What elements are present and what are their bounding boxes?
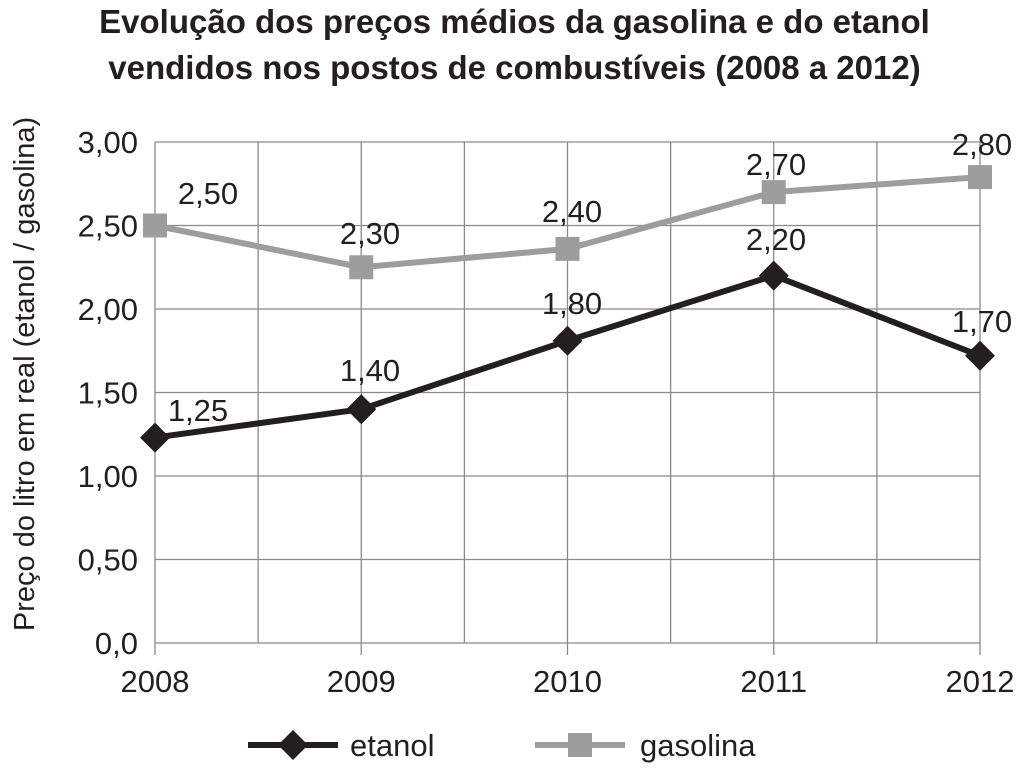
data-label-etanol: 1,70 <box>952 304 1012 339</box>
y-axis-label: Preço do litro em real (etanol / gasolin… <box>9 117 41 631</box>
data-label-gasolina: 2,50 <box>178 176 238 211</box>
data-label-gasolina: 2,40 <box>542 194 602 229</box>
legend-item-etanol: etanol <box>248 728 434 763</box>
x-tick-label: 2008 <box>121 664 190 699</box>
series-gasolina <box>143 165 992 280</box>
y-tick-label: 1,00 <box>78 459 138 494</box>
legend-item-gasolina: gasolina <box>535 728 756 763</box>
data-label-etanol: 1,25 <box>168 393 228 428</box>
y-tick-labels: 0,0 0,50 1,00 1,50 2,00 2,50 3,00 <box>78 125 138 661</box>
axes <box>154 643 981 655</box>
y-tick-label: 2,50 <box>78 209 138 244</box>
series-etanol <box>140 260 995 453</box>
legend-label: gasolina <box>640 728 756 763</box>
data-point-etanol <box>140 422 170 453</box>
y-tick-label: 0,50 <box>78 543 138 578</box>
data-point-etanol <box>965 340 995 371</box>
y-tick-label: 1,50 <box>78 376 138 411</box>
data-point-etanol <box>758 260 789 291</box>
x-tick-labels: 2008 2009 2010 2011 2012 <box>121 664 1015 699</box>
data-label-etanol: 1,80 <box>542 286 602 321</box>
legend: etanol gasolina <box>248 728 756 763</box>
data-point-etanol <box>346 394 377 425</box>
x-tick-label: 2012 <box>946 664 1015 699</box>
y-tick-label: 3,00 <box>78 125 138 160</box>
legend-label: etanol <box>350 728 434 763</box>
x-tick-label: 2011 <box>740 664 807 699</box>
data-label-gasolina: 2,30 <box>340 216 400 251</box>
grid <box>154 141 981 644</box>
y-tick-label: 2,00 <box>78 292 138 327</box>
data-point-gasolina <box>555 236 580 261</box>
data-point-gasolina <box>143 213 167 238</box>
series-group: 1,25 1,40 1,80 2,20 1,70 2,50 2,30 2,40 2,70 2,80 <box>140 127 1012 453</box>
y-tick-label: 0,0 <box>95 626 138 661</box>
data-point-gasolina <box>968 165 992 190</box>
legend-marker <box>568 733 592 757</box>
data-point-etanol <box>552 325 583 356</box>
data-point-gasolina <box>349 255 374 280</box>
data-point-gasolina <box>761 180 786 205</box>
data-label-gasolina: 2,70 <box>746 147 806 182</box>
x-tick-label: 2010 <box>533 664 602 699</box>
x-tick-label: 2009 <box>327 664 396 699</box>
legend-marker <box>278 730 308 760</box>
chart-title-line1: Evolução dos preços médios da gasolina e… <box>99 3 930 40</box>
data-label-etanol: 1,40 <box>340 353 400 388</box>
chart-title-line2: vendidos nos postos de combustíveis (200… <box>108 49 921 86</box>
data-label-etanol: 2,20 <box>746 222 806 257</box>
data-label-gasolina: 2,80 <box>952 127 1012 162</box>
